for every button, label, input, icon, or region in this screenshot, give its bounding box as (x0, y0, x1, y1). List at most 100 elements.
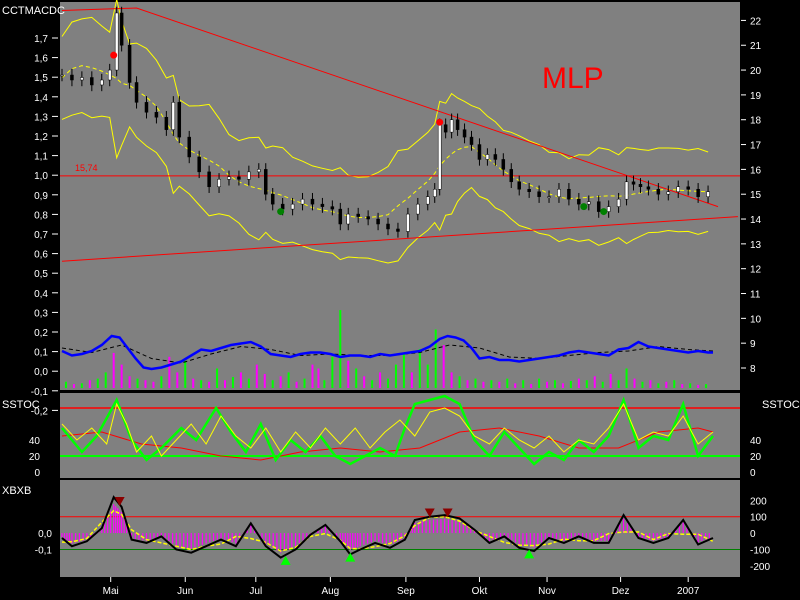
volume-bar (617, 380, 620, 388)
price-candle (127, 44, 132, 83)
price-candle (330, 206, 335, 210)
volume-bar (239, 372, 242, 388)
price-candle (197, 156, 201, 173)
price-candle (646, 186, 651, 190)
volume-bar (231, 377, 234, 388)
xbxb-sell-marker (442, 508, 453, 518)
price-candle (517, 181, 521, 190)
price-candle (177, 102, 182, 138)
xbxb-left-tick-label: -0,1 (35, 545, 53, 556)
price-candle (537, 191, 541, 197)
volume-bar (387, 378, 390, 388)
price-candle (338, 208, 343, 225)
price-candle (686, 186, 690, 190)
xbxb-sell-marker (424, 508, 435, 518)
volume-bar (311, 364, 314, 388)
volume-bar (561, 383, 564, 388)
price-candle (676, 186, 680, 192)
price-candle (437, 124, 442, 190)
left-tick-label: 1,7 (34, 34, 48, 45)
xbxb-buy-marker (345, 552, 356, 562)
volume-bar (641, 381, 644, 388)
price-candle (509, 169, 514, 183)
price-candle (247, 171, 251, 180)
price-candle (60, 74, 64, 77)
price-candle (237, 176, 241, 180)
xbxb-left-tick-label: 0,0 (38, 529, 52, 540)
price-candle (624, 181, 629, 200)
volume-bar (152, 381, 155, 388)
left-tick-label: 1,3 (34, 112, 48, 123)
price-candle (119, 12, 124, 46)
volume-bar (176, 372, 179, 388)
volume-bar (279, 376, 282, 388)
left-tick-label: 0,6 (34, 250, 48, 261)
x-tick-label: Mai (103, 586, 119, 597)
volume-bar (458, 376, 461, 388)
volume-bar (355, 368, 358, 388)
volume-bar (331, 356, 334, 388)
price-candle (426, 196, 430, 205)
right-tick-label: 11 (750, 290, 761, 301)
volume-bar (633, 378, 636, 388)
volume-bar (295, 381, 298, 388)
buy-marker (600, 208, 608, 216)
buy-marker (277, 208, 285, 216)
right-tick-label: 19 (750, 91, 762, 102)
x-tick-label: Nov (538, 586, 556, 597)
volume-bar (192, 378, 195, 388)
left-tick-label: -0,1 (31, 387, 49, 398)
left-tick-label: 1,4 (34, 93, 48, 104)
xbxb-sell-marker (114, 497, 125, 506)
price-candle (462, 129, 467, 138)
price-candle (449, 119, 454, 133)
price-candle (432, 188, 437, 197)
volume-bar (426, 364, 429, 388)
xbxb-right-tick-label: 100 (750, 513, 767, 524)
volume-bar (649, 380, 652, 388)
price-candle (100, 79, 104, 86)
volume-bar (601, 381, 604, 388)
left-tick-label: 1,6 (34, 54, 48, 65)
volume-bar (136, 378, 139, 388)
price-candle (501, 159, 506, 170)
sell-marker (110, 51, 118, 59)
price-candle (386, 223, 390, 230)
right-tick-label: 9 (750, 339, 756, 350)
price-candle (587, 201, 591, 205)
left-tick-label: 0,5 (34, 269, 48, 280)
volume-bar (104, 372, 107, 388)
x-tick-label: Jun (177, 586, 193, 597)
price-candle (606, 206, 611, 212)
volume-bar (303, 378, 306, 388)
volume-bar (255, 364, 258, 388)
volume-bar (88, 380, 91, 388)
price-candle (577, 198, 581, 205)
volume-bar (224, 380, 227, 388)
right-tick-label: 21 (750, 41, 762, 52)
price-candle (696, 188, 700, 197)
price-candle (547, 196, 551, 198)
right-tick-label: 16 (750, 165, 762, 176)
price-candle (154, 112, 159, 118)
left-tick-label: 0,1 (34, 348, 48, 359)
stoch-left-tick-label: 40 (29, 436, 41, 447)
stoch-left-tick-label: 0 (34, 468, 40, 479)
bollinger-lower (61, 111, 709, 264)
price-candle (171, 102, 176, 130)
price-candle (396, 228, 400, 232)
volume-bar (80, 383, 83, 388)
bollinger-upper (61, 0, 709, 178)
price-candle (706, 191, 710, 197)
price-candle (257, 169, 261, 173)
volume-bar (530, 384, 533, 388)
price-candle (477, 144, 482, 160)
price-candle (493, 154, 498, 160)
right-tick-label: 18 (750, 116, 762, 127)
right-tick-label: 14 (750, 215, 762, 226)
price-candle (416, 203, 420, 215)
volume-bar (247, 378, 250, 388)
macd-signal-line (61, 344, 714, 364)
volume-bar (271, 380, 274, 388)
left-tick-label: 1,1 (34, 152, 48, 163)
